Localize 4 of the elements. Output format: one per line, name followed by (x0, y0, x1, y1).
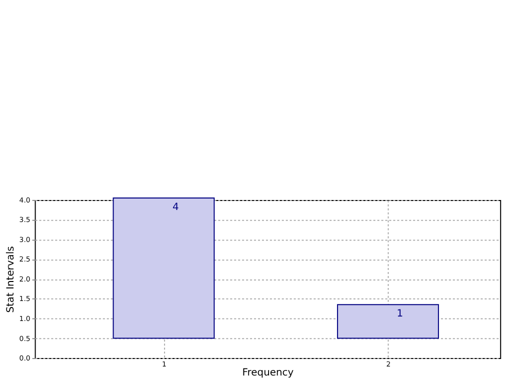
y-axis-title: Stat Intervals (5, 246, 16, 313)
data-label: 1 (396, 308, 404, 320)
data-label: 4 (172, 202, 179, 213)
x-axis-title: Frequency (242, 367, 294, 378)
